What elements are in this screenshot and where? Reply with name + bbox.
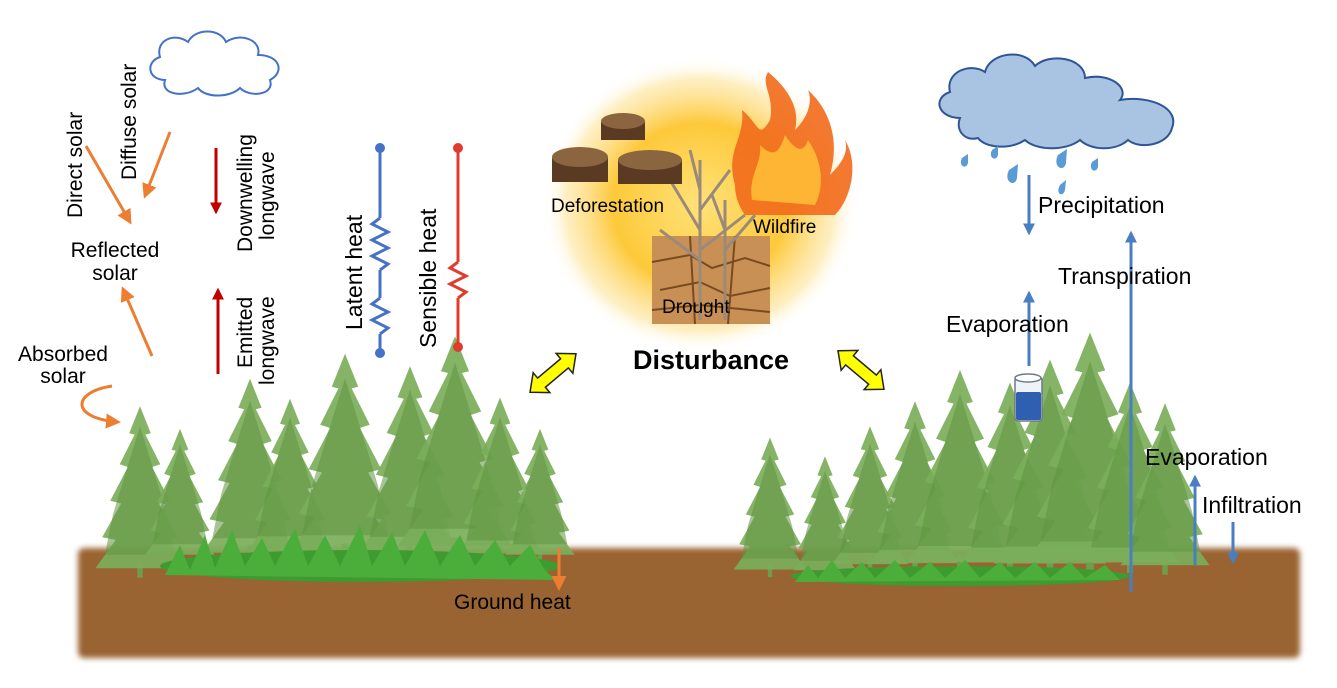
infiltration-label: Infiltration bbox=[1202, 492, 1302, 518]
drought-cracked-ground bbox=[651, 235, 771, 325]
deforestation-label: Deforestation bbox=[551, 196, 664, 217]
sensible-heat-symbol bbox=[446, 143, 470, 352]
cloud-outline-icon bbox=[149, 30, 280, 97]
absorbed-solar-label-line1: Absorbed bbox=[18, 343, 108, 366]
rain-cloud-icon bbox=[938, 53, 1175, 150]
precipitation-label: Precipitation bbox=[1038, 192, 1165, 218]
disturbance-label: Disturbance bbox=[633, 345, 789, 375]
evaporation-bottom-label: Evaporation bbox=[1145, 444, 1268, 470]
downwelling-longwave-label-line2: longwave bbox=[256, 151, 279, 240]
latent-heat-symbol bbox=[368, 143, 392, 358]
ground-heat-label: Ground heat bbox=[454, 591, 571, 614]
rain-drops-icon bbox=[960, 146, 1098, 195]
transpiration-label: Transpiration bbox=[1058, 263, 1191, 289]
fire-icon bbox=[732, 72, 853, 215]
direct-solar-label: Direct solar bbox=[64, 112, 87, 218]
downwelling-longwave-label-line1: Downwelling bbox=[234, 134, 257, 252]
latent-heat-label: Latent heat bbox=[341, 214, 367, 330]
wildfire-label: Wildfire bbox=[753, 217, 816, 238]
evaporation-top-label: Evaporation bbox=[946, 311, 1069, 337]
right-double-arrow-icon bbox=[837, 349, 885, 391]
reflected-solar-arrow bbox=[120, 286, 154, 357]
reflected-solar-label-line2: solar bbox=[92, 262, 138, 285]
left-forest bbox=[95, 336, 575, 578]
diffuse-solar-arrow bbox=[142, 131, 172, 199]
left-double-arrow-icon bbox=[529, 352, 577, 394]
sensible-heat-label: Sensible heat bbox=[415, 208, 441, 348]
water-glass-icon bbox=[1014, 373, 1043, 422]
diffuse-solar-label: Diffuse solar bbox=[118, 64, 141, 180]
emitted-longwave-label-line2: longwave bbox=[256, 296, 279, 385]
right-forest bbox=[733, 332, 1210, 578]
tree-stumps-icon bbox=[552, 113, 682, 184]
left-grass bbox=[160, 525, 560, 582]
reflected-solar-label-line1: Reflected bbox=[71, 239, 160, 262]
emitted-longwave-label-line1: Emitted bbox=[234, 297, 257, 368]
absorbed-solar-label-line2: solar bbox=[40, 365, 86, 388]
dead-trees-icon bbox=[659, 149, 757, 320]
drought-label: Drought bbox=[662, 297, 730, 318]
right-grass bbox=[790, 560, 1130, 586]
absorbed-solar-arrow bbox=[80, 384, 121, 429]
direct-solar-arrow bbox=[84, 145, 132, 225]
